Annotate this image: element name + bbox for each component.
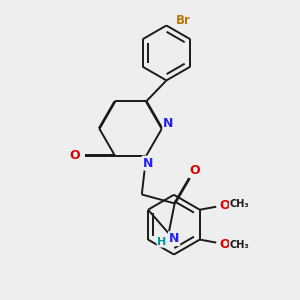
Text: N: N	[163, 117, 174, 130]
Text: O: O	[219, 199, 230, 212]
Text: N: N	[142, 157, 153, 169]
Text: O: O	[69, 149, 80, 162]
Text: Br: Br	[176, 14, 190, 27]
Text: O: O	[219, 238, 230, 250]
Text: CH₃: CH₃	[230, 199, 249, 209]
Text: O: O	[190, 164, 200, 177]
Text: N: N	[169, 232, 179, 245]
Text: CH₃: CH₃	[230, 240, 249, 250]
Text: H: H	[158, 237, 167, 247]
